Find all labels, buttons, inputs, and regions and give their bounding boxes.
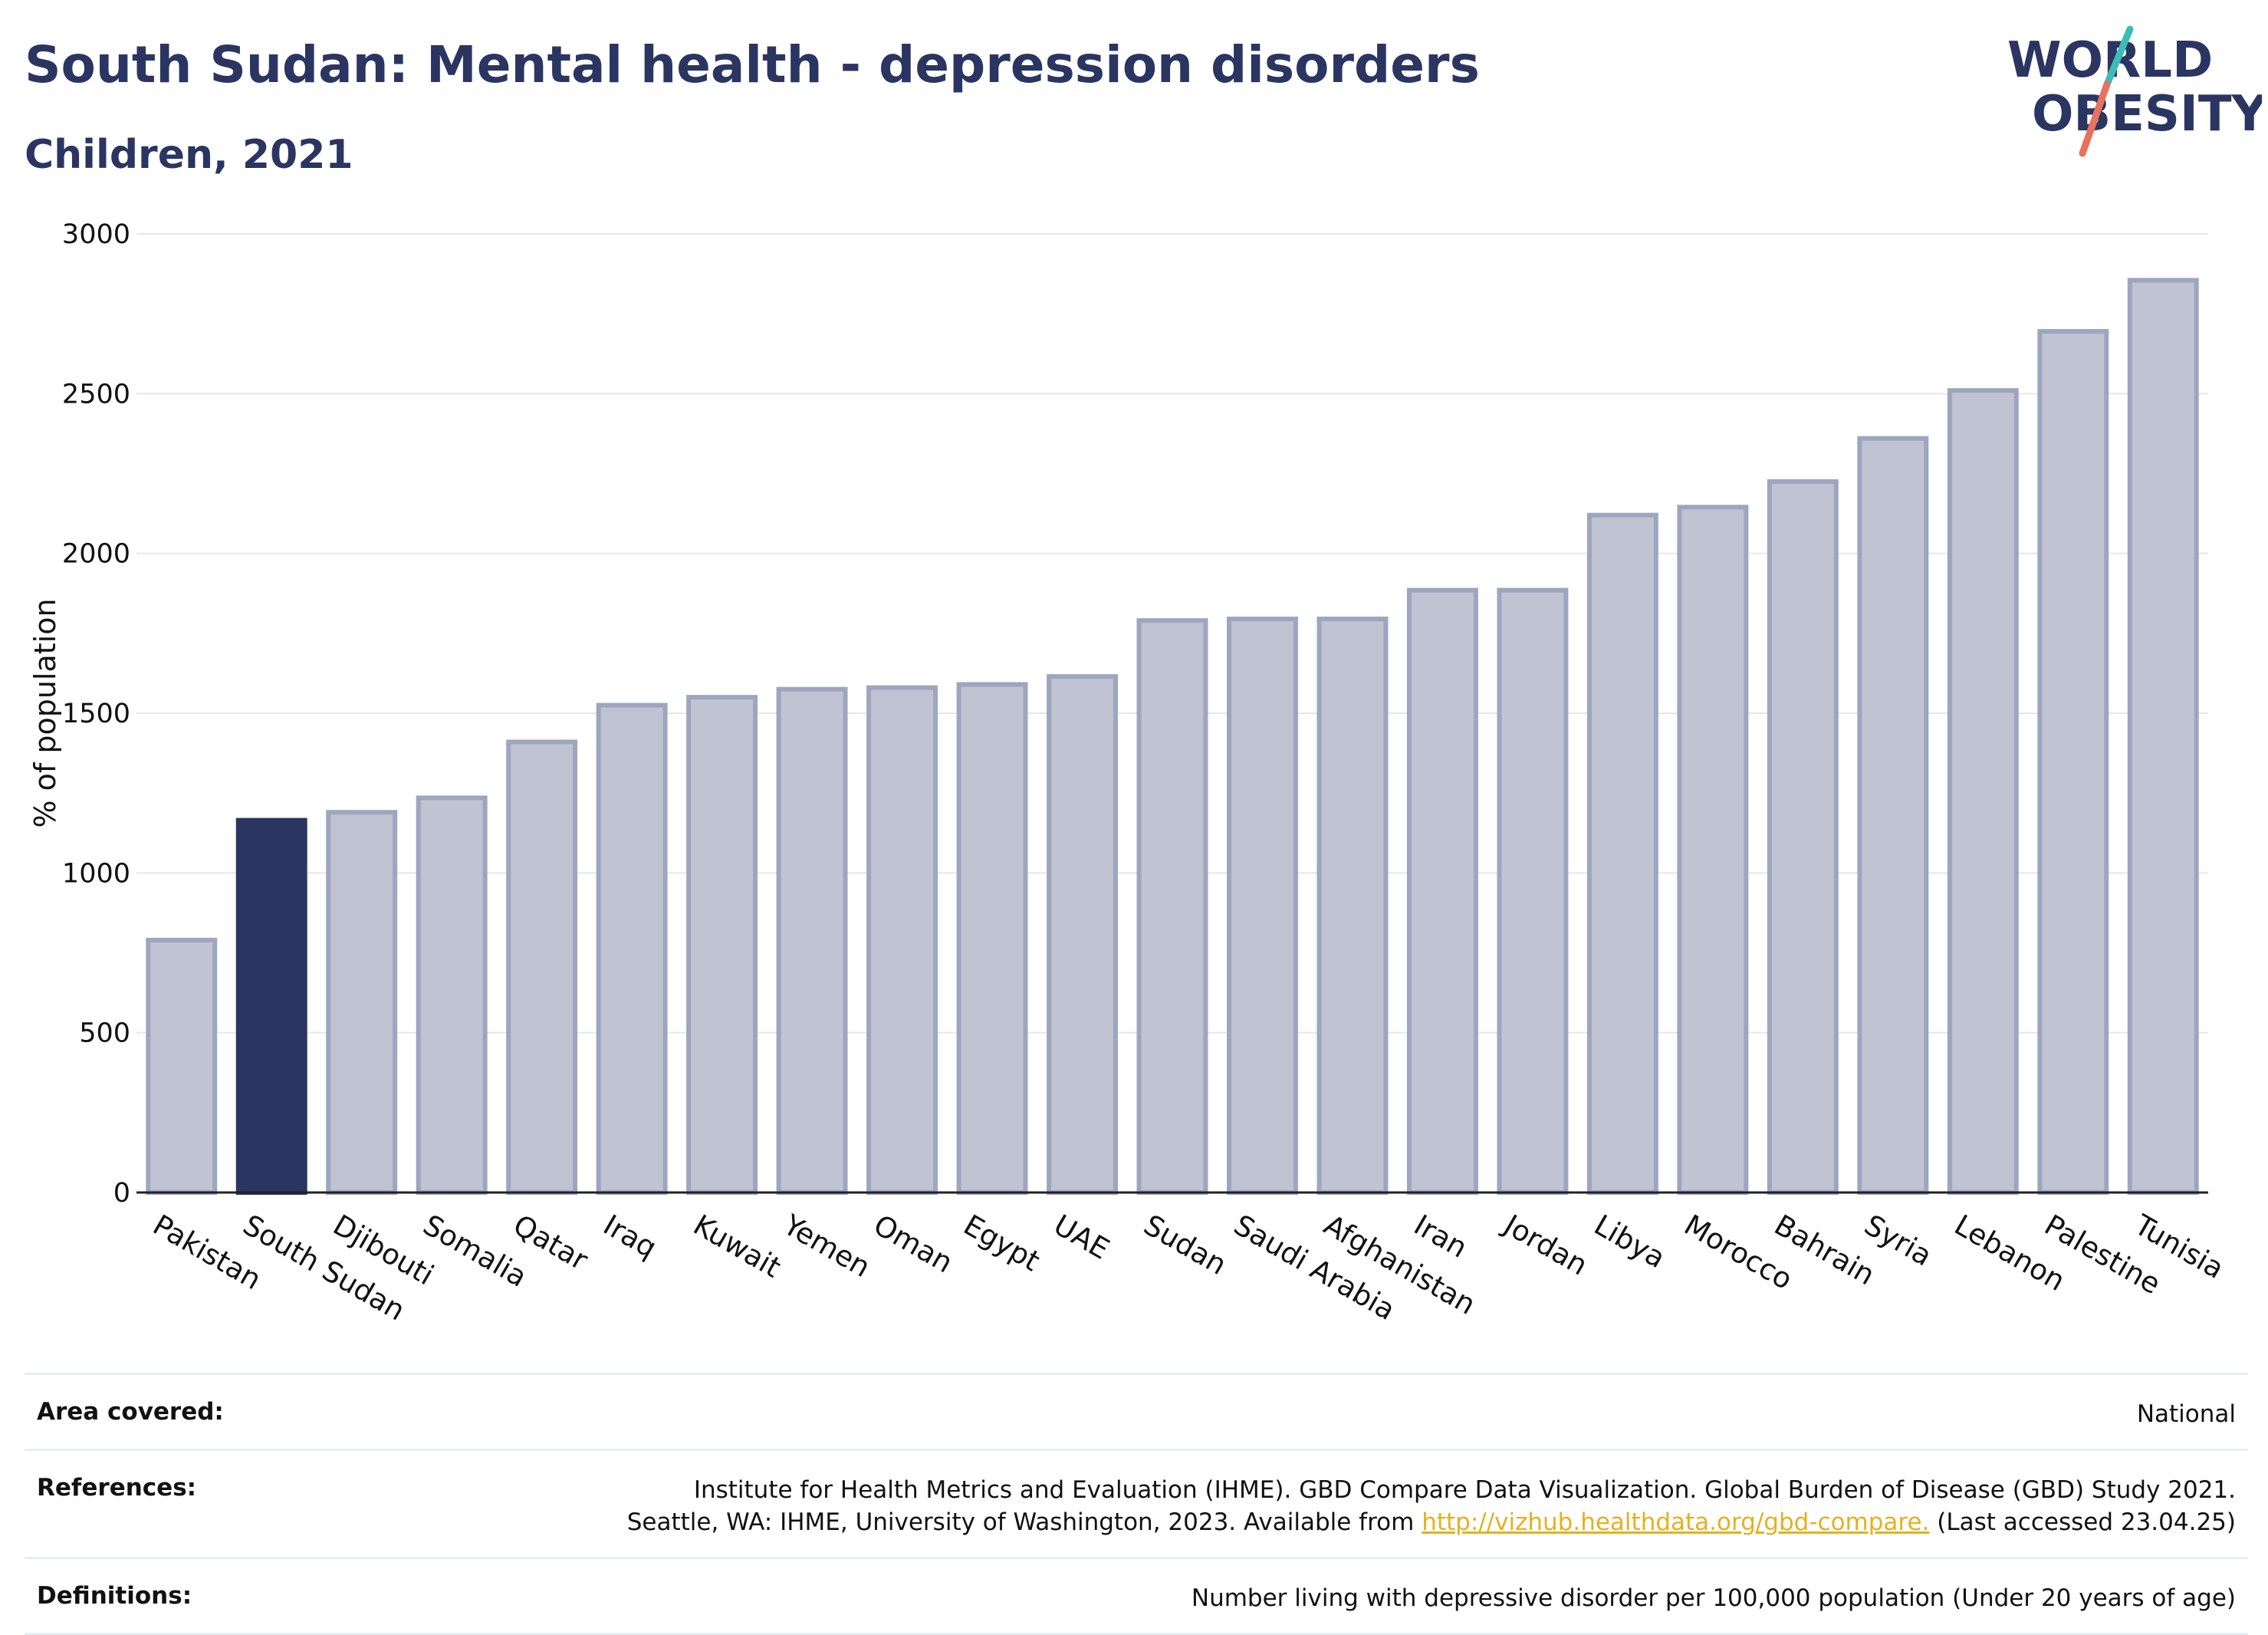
references-line-1: Institute for Health Metrics and Evaluat… — [693, 1476, 2236, 1504]
bar-kuwait — [686, 695, 758, 1195]
logo-slash-coral — [2079, 81, 2111, 157]
bar-yemen — [776, 686, 848, 1195]
bars — [146, 278, 2199, 1196]
area-covered-label: Area covered: — [37, 1398, 224, 1426]
bar-iraq — [596, 702, 668, 1195]
bar-egypt — [956, 682, 1028, 1195]
metadata-table: Area covered: National References: Insti… — [25, 1373, 2248, 1635]
world-obesity-logo: WORLD OBESITY — [2007, 25, 2262, 157]
definitions-label: Definitions: — [37, 1582, 192, 1610]
bar-djibouti — [326, 810, 398, 1195]
logo-word-2: OBESITY — [2032, 86, 2262, 143]
x-tick-label: Yemen — [777, 1208, 876, 1284]
chart-subtitle: Children, 2021 — [25, 132, 353, 178]
bar-syria — [1857, 436, 1929, 1195]
bar-sudan — [1136, 618, 1208, 1195]
bar-somalia — [416, 795, 488, 1195]
references-line-2: Seattle, WA: IHME, University of Washing… — [626, 1508, 1422, 1536]
x-tick-label: Sudan — [1139, 1209, 1232, 1282]
logo-slash-teal — [2103, 25, 2134, 88]
bar-uae — [1047, 674, 1118, 1195]
y-axis-label: % of population — [28, 598, 62, 827]
references-value: Institute for Health Metrics and Evaluat… — [627, 1474, 2236, 1538]
bar-lebanon — [1947, 388, 2019, 1196]
y-tick-label: 1500 — [62, 699, 130, 729]
y-tick-label: 1000 — [62, 858, 130, 889]
x-tick-label: UAE — [1048, 1209, 1115, 1266]
x-tick-label: Egypt — [958, 1209, 1046, 1278]
bar-palestine — [2037, 329, 2109, 1195]
area-covered-value: National — [2136, 1400, 2236, 1428]
bar-iran — [1406, 587, 1478, 1195]
bar-qatar — [506, 739, 578, 1195]
y-tick-label: 3000 — [62, 219, 130, 250]
x-tick-label: Iraq — [598, 1209, 662, 1265]
bar-saudi-arabia — [1227, 617, 1298, 1195]
bar-bahrain — [1767, 479, 1839, 1195]
y-tick-label: 2000 — [62, 539, 130, 570]
references-link[interactable]: http://vizhub.healthdata.org/gbd-compare… — [1422, 1508, 1930, 1536]
chart-title: South Sudan: Mental health - depression … — [25, 35, 1480, 94]
definitions-value: Number living with depressive disorder p… — [1191, 1584, 2236, 1612]
x-tick-label: Oman — [868, 1209, 958, 1280]
x-tick-label: Libya — [1589, 1209, 1671, 1275]
bar-afghanistan — [1316, 617, 1389, 1195]
bar-jordan — [1497, 587, 1569, 1195]
references-label: References: — [37, 1474, 197, 1502]
bar-libya — [1586, 512, 1658, 1195]
y-axis-ticks: 0 500 1000 1500 2000 2500 3000 — [62, 219, 130, 1209]
references-accessed: (Last accessed 23.04.25) — [1929, 1508, 2236, 1536]
y-tick-label: 2500 — [62, 379, 130, 410]
x-tick-label: Kuwait — [688, 1209, 787, 1285]
area-covered-row: Area covered: National — [25, 1373, 2248, 1449]
bar-tunisia — [2127, 278, 2199, 1196]
x-tick-label: Jordan — [1497, 1208, 1593, 1282]
references-row: References: Institute for Health Metrics… — [25, 1449, 2248, 1557]
bar-morocco — [1677, 505, 1749, 1195]
bar-oman — [866, 685, 938, 1195]
definitions-row: Definitions: Number living with depressi… — [25, 1557, 2248, 1635]
y-tick-label: 500 — [79, 1018, 130, 1049]
x-tick-label: Somalia — [418, 1209, 533, 1294]
bar-pakistan — [146, 937, 218, 1196]
y-tick-label: 0 — [113, 1178, 130, 1209]
bar-south-sudan — [235, 818, 307, 1196]
